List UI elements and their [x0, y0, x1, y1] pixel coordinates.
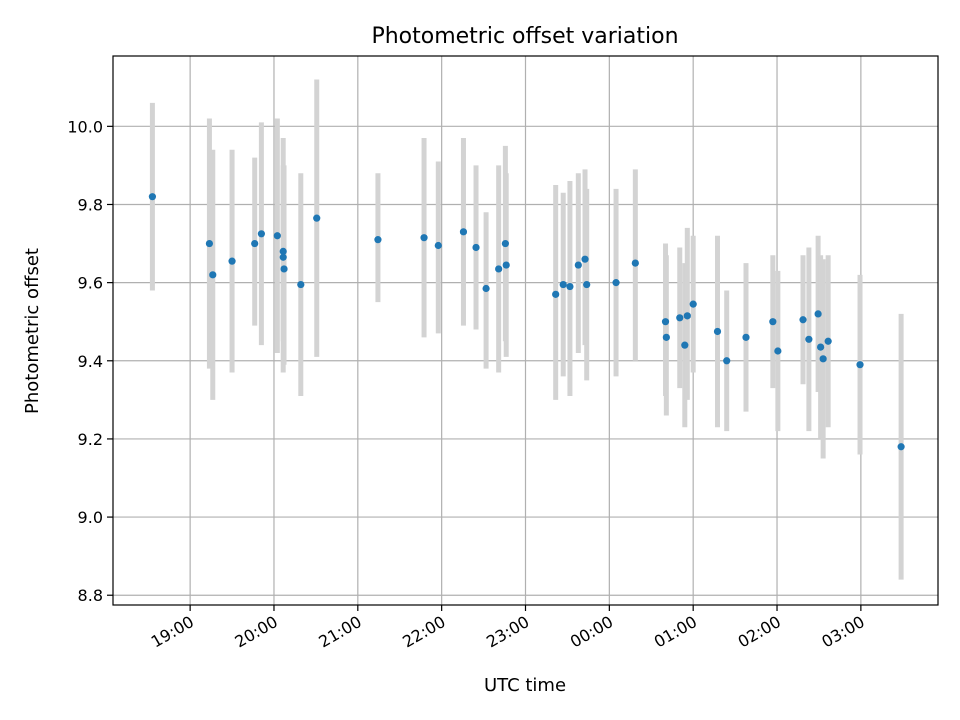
data-point-23 — [566, 282, 574, 291]
data-point-28 — [631, 259, 639, 267]
y-tick-label-0: 8.8 — [78, 586, 103, 605]
data-point-16 — [472, 243, 480, 252]
data-point-43 — [817, 343, 825, 351]
data-point-42 — [814, 310, 822, 318]
errorbar-layer — [149, 79, 904, 580]
data-point-24 — [574, 261, 582, 269]
data-point-18 — [495, 265, 503, 273]
data-point-19 — [501, 239, 509, 248]
data-point-6 — [273, 232, 281, 240]
data-point-38 — [769, 318, 777, 326]
x-axis-label: UTC time — [484, 675, 566, 696]
data-point-2 — [209, 271, 217, 279]
x-tick-label-2: 21:00 — [315, 612, 364, 652]
data-point-13 — [420, 234, 428, 242]
data-point-21 — [552, 290, 560, 298]
data-point-27 — [612, 279, 620, 287]
point-layer — [148, 193, 905, 451]
data-point-15 — [459, 228, 468, 236]
data-point-22 — [559, 280, 567, 289]
data-point-33 — [683, 312, 691, 320]
data-point-45 — [824, 337, 832, 345]
x-tick-label-5: 00:00 — [567, 612, 616, 652]
data-point-34 — [689, 300, 697, 308]
data-point-9 — [279, 253, 287, 261]
data-point-8 — [280, 265, 288, 273]
data-point-26 — [583, 280, 591, 289]
data-point-32 — [681, 341, 689, 349]
data-point-12 — [374, 236, 382, 244]
data-point-20 — [502, 261, 510, 269]
data-point-36 — [723, 357, 731, 365]
data-point-44 — [819, 355, 827, 363]
chart-title: Photometric offset variation — [371, 24, 678, 49]
data-point-14 — [434, 241, 442, 250]
y-tick-label-4: 9.6 — [78, 274, 103, 293]
data-point-30 — [662, 333, 670, 341]
data-point-17 — [482, 284, 490, 293]
y-tick-label-2: 9.2 — [78, 430, 103, 449]
y-axis-label: Photometric offset — [22, 248, 43, 414]
x-tick-label-6: 01:00 — [651, 612, 700, 652]
data-point-37 — [742, 333, 750, 341]
data-point-1 — [205, 239, 214, 248]
data-point-7 — [279, 247, 287, 255]
x-tick-label-4: 23:00 — [483, 612, 532, 652]
data-point-25 — [581, 255, 589, 263]
y-tick-label-6: 10.0 — [67, 117, 103, 136]
data-point-39 — [774, 347, 782, 355]
data-point-5 — [257, 230, 265, 238]
data-point-47 — [897, 443, 905, 451]
data-point-46 — [856, 361, 864, 369]
data-point-10 — [297, 280, 305, 289]
data-point-41 — [805, 335, 813, 343]
data-point-35 — [713, 327, 722, 336]
grid-layer — [113, 56, 938, 605]
data-point-29 — [661, 318, 670, 326]
data-point-31 — [676, 314, 684, 322]
x-tick-label-8: 03:00 — [818, 612, 867, 652]
y-tick-label-1: 9.0 — [78, 508, 103, 527]
x-tick-label-7: 02:00 — [735, 612, 784, 652]
data-point-3 — [228, 257, 236, 265]
y-tick-label-5: 9.8 — [78, 195, 103, 214]
data-point-4 — [251, 239, 259, 248]
x-tick-label-0: 19:00 — [148, 612, 197, 652]
x-tick-label-3: 22:00 — [399, 612, 448, 652]
x-tick-label-1: 20:00 — [232, 612, 281, 652]
data-point-11 — [313, 214, 321, 222]
data-point-0 — [148, 193, 157, 201]
y-tick-label-3: 9.4 — [78, 352, 103, 371]
data-point-40 — [799, 316, 807, 324]
